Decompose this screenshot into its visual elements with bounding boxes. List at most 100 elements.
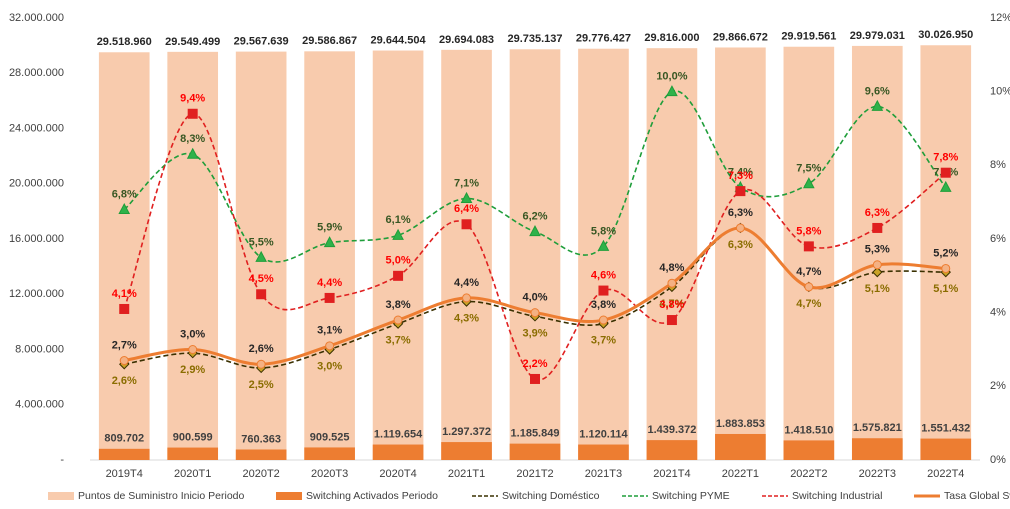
- data-label: 3,7%: [386, 335, 411, 347]
- data-label: 4,7%: [796, 298, 821, 310]
- x-tick-label: 2021T4: [653, 468, 690, 480]
- x-tick-label: 2021T3: [585, 468, 622, 480]
- bar: [920, 438, 972, 460]
- marker: [186, 147, 199, 159]
- data-label: 2,5%: [249, 379, 274, 391]
- x-tick-label: 2021T2: [516, 468, 553, 480]
- data-label: 29.866.672: [713, 31, 768, 43]
- y2-tick-label: 12%: [990, 12, 1010, 24]
- data-label: 4,4%: [317, 277, 342, 289]
- data-label: 10,0%: [656, 71, 687, 83]
- y2-tick-label: 6%: [990, 233, 1006, 245]
- data-label: 3,9%: [522, 327, 547, 339]
- data-label: 5,1%: [865, 283, 890, 295]
- marker: [530, 373, 540, 384]
- marker: [803, 177, 815, 189]
- data-label: 29.586.867: [302, 35, 357, 47]
- marker: [598, 285, 609, 296]
- data-label: 1.185.849: [511, 428, 560, 440]
- data-label: 1.439.372: [647, 424, 696, 436]
- legend-label: Switching Doméstico: [502, 490, 600, 502]
- x-tick-label: 2020T2: [242, 468, 279, 480]
- data-label: 1.297.372: [442, 426, 491, 438]
- data-label: 4,3%: [454, 313, 479, 325]
- marker: [119, 303, 130, 314]
- data-label: 29.776.427: [576, 33, 631, 45]
- data-label: 29.735.137: [507, 33, 562, 45]
- data-label: 5,3%: [865, 244, 890, 256]
- bar: [372, 50, 424, 461]
- data-label: 5,0%: [386, 255, 411, 267]
- x-tick-label: 2022T4: [927, 468, 964, 480]
- data-label: 7,8%: [933, 152, 958, 164]
- marker: [393, 315, 403, 325]
- marker: [530, 308, 540, 318]
- legend-label: Switching PYME: [652, 490, 730, 502]
- marker: [255, 250, 267, 262]
- legend-label: Tasa Global Switching: [944, 490, 1010, 502]
- marker: [392, 228, 404, 240]
- data-label: 6,1%: [386, 214, 411, 226]
- marker: [598, 315, 608, 325]
- marker: [871, 99, 884, 111]
- data-label: 4,4%: [454, 277, 479, 289]
- data-label: 809.702: [104, 433, 144, 445]
- x-tick-label: 2022T3: [859, 468, 896, 480]
- data-label: 7,5%: [796, 163, 821, 175]
- data-label: 3,7%: [591, 335, 616, 347]
- data-label: 2,6%: [112, 375, 137, 387]
- bar: [783, 440, 835, 460]
- data-label: 8,3%: [180, 133, 205, 145]
- marker: [325, 341, 335, 351]
- data-label: 6,3%: [728, 207, 753, 219]
- data-label: 900.599: [173, 431, 213, 443]
- bar: [646, 48, 698, 460]
- data-label: 4,8%: [659, 262, 684, 274]
- data-label: 4,5%: [249, 273, 274, 285]
- data-label: 6,3%: [865, 207, 890, 219]
- data-label: 3,1%: [317, 325, 342, 337]
- data-label: 1.883.853: [716, 418, 765, 430]
- y-tick-label: 28.000.000: [9, 67, 64, 79]
- data-label: 9,4%: [180, 93, 205, 105]
- marker: [529, 225, 541, 237]
- data-label: 29.567.639: [234, 36, 289, 48]
- y-tick-label: 8.000.000: [15, 343, 64, 355]
- data-label: 29.644.504: [371, 34, 427, 46]
- marker: [323, 236, 336, 248]
- marker: [872, 266, 883, 278]
- data-label: 1.418.510: [784, 424, 833, 436]
- y-tick-label: 20.000.000: [9, 178, 64, 190]
- bar: [509, 443, 561, 460]
- data-label: 5,8%: [591, 225, 616, 237]
- marker: [461, 219, 472, 230]
- marker: [188, 345, 198, 354]
- data-label: 3,0%: [317, 360, 342, 372]
- legend-swatch: [48, 492, 74, 500]
- data-label: 2,2%: [522, 358, 547, 370]
- marker: [118, 202, 131, 215]
- marker: [872, 222, 883, 233]
- bar: [509, 49, 561, 461]
- y2-tick-label: 0%: [990, 454, 1006, 466]
- data-label: 29.694.083: [439, 34, 494, 46]
- y-tick-label: 24.000.000: [9, 122, 64, 134]
- data-label: 1.575.821: [853, 422, 902, 434]
- data-label: 2,7%: [112, 339, 137, 351]
- x-tick-label: 2020T1: [174, 468, 211, 480]
- marker: [666, 315, 677, 326]
- legend-swatch: [276, 492, 302, 500]
- data-label: 5,2%: [933, 247, 958, 259]
- legend-label: Switching Industrial: [792, 490, 882, 502]
- y-tick-label: 12.000.000: [9, 288, 64, 300]
- data-label: 6,8%: [112, 188, 137, 200]
- marker: [462, 293, 472, 303]
- x-tick-label: 2020T4: [379, 468, 416, 480]
- line: [123, 112, 947, 381]
- marker: [256, 359, 266, 369]
- marker: [256, 289, 267, 300]
- data-label: 29.518.960: [97, 36, 152, 48]
- data-label: 1.120.114: [579, 428, 628, 440]
- marker: [735, 223, 745, 233]
